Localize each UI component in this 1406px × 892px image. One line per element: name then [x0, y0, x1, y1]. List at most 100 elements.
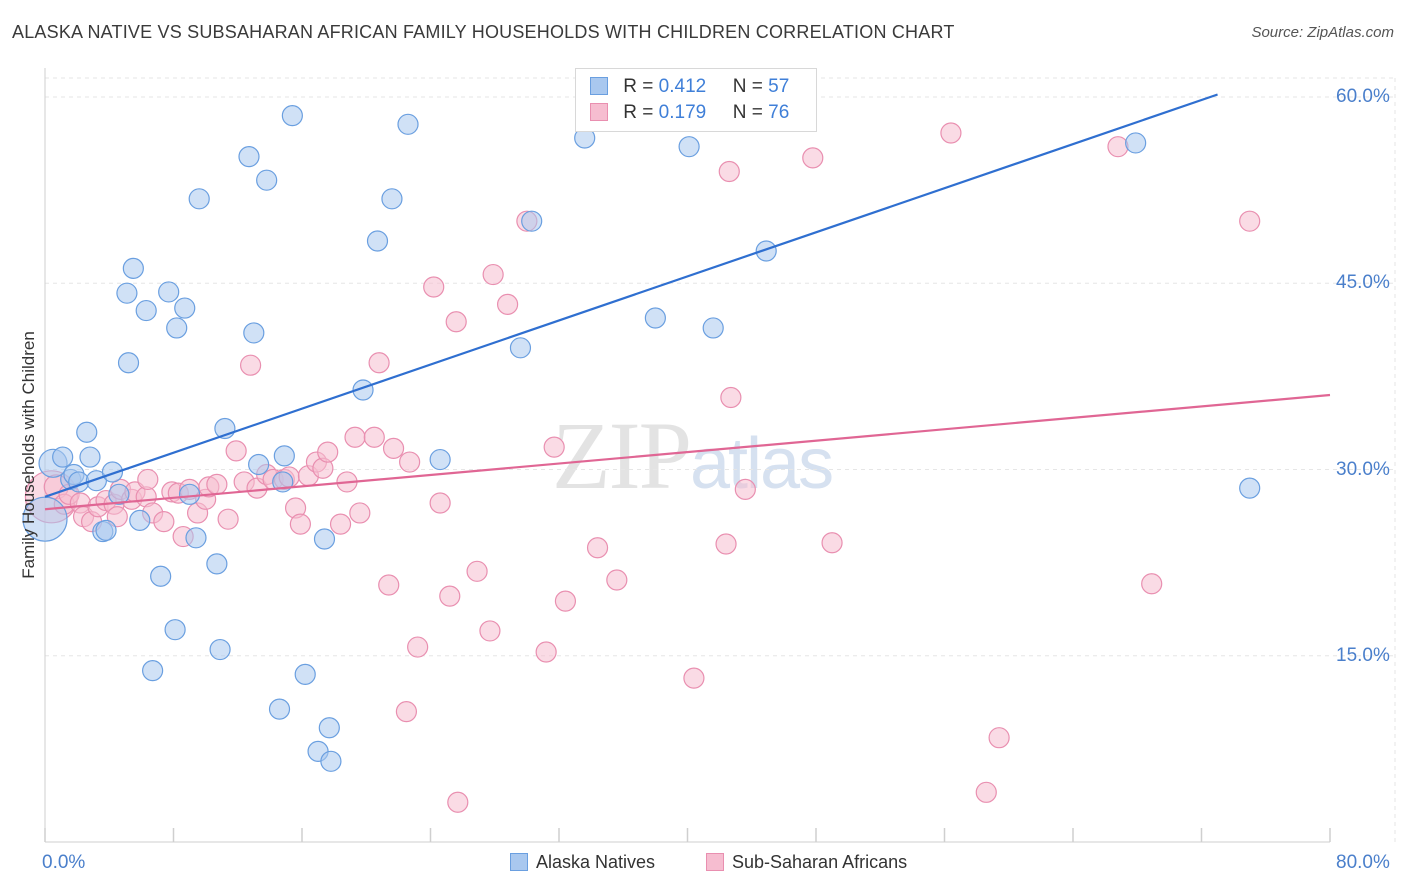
- sub-saharan-africans-point: [344, 426, 366, 448]
- alaska-natives-point: [429, 448, 451, 471]
- alaska-natives-point: [122, 257, 144, 279]
- legend-row-alaska-natives: R = 0.412 N = 57: [590, 76, 789, 98]
- alaska-natives-point: [108, 483, 130, 505]
- sub-saharan-africans-point: [606, 569, 628, 591]
- sub-saharan-africans-point: [137, 468, 159, 491]
- alaska-natives-swatch: [590, 77, 608, 95]
- sub-saharan-africans-point: [447, 791, 469, 813]
- sub-saharan-africans-point: [382, 437, 405, 459]
- alaska-natives-point: [294, 663, 316, 685]
- correlation-legend: R = 0.412 N = 57 R = 0.179 N = 76: [575, 68, 817, 132]
- alaska-natives-point: [142, 660, 164, 682]
- x-tick-label-max: 80.0%: [1336, 852, 1390, 873]
- sub-saharan-africans-point: [399, 451, 421, 473]
- sub-saharan-africans-point: [423, 276, 445, 298]
- y-tick-label: 60.0%: [1336, 86, 1390, 107]
- sub-saharan-africans-point: [802, 147, 824, 169]
- alaska-natives-point: [509, 337, 532, 359]
- alaska-natives-point: [755, 240, 777, 262]
- y-tick-label: 15.0%: [1336, 644, 1390, 666]
- sub-saharan-africans-point: [363, 426, 385, 448]
- sub-saharan-africans-point: [482, 263, 504, 286]
- alaska-natives-point: [117, 352, 140, 374]
- alaska-natives-point: [1239, 477, 1261, 499]
- alaska-natives-point: [313, 528, 336, 550]
- alaska-natives-point: [101, 461, 124, 483]
- alaska-natives-point: [644, 307, 666, 329]
- alaska-natives-point: [238, 146, 260, 168]
- alaska-natives-point: [79, 446, 101, 468]
- sub-saharan-africans-point: [153, 511, 175, 533]
- alaska-natives-point: [273, 445, 295, 467]
- sub-saharan-africans-point: [479, 620, 501, 642]
- alaska-natives-point: [256, 169, 278, 191]
- sub-saharan-africans-point: [317, 441, 339, 463]
- sub-saharan-africans-point: [466, 560, 488, 582]
- sub-saharan-africans-point: [429, 492, 451, 514]
- sub-saharan-africans-point: [940, 122, 962, 144]
- sub-saharan-africans-point: [497, 293, 519, 315]
- sub-saharan-africans-point: [439, 585, 461, 607]
- alaska-natives-point: [281, 105, 303, 127]
- sub-saharan-africans-point: [720, 386, 742, 409]
- r-value-sub-saharan-africans: 0.179: [658, 102, 707, 123]
- alaska-natives-point: [1125, 132, 1147, 154]
- sub-saharan-africans-legend-swatch: [706, 853, 724, 871]
- sub-saharan-africans-point: [586, 537, 609, 559]
- sub-saharan-africans-point: [106, 506, 128, 528]
- alaska-natives-trend-line: [44, 93, 1218, 498]
- grid-lines: [45, 77, 1396, 842]
- alaska-natives-point: [150, 565, 172, 587]
- zipatlas-watermark: ZIPatlas: [552, 402, 834, 509]
- chart-title: ALASKA NATIVE VS SUBSAHARAN AFRICAN FAMI…: [12, 22, 955, 42]
- alaska-natives-legend-swatch: [510, 853, 528, 871]
- alaska-natives-point: [174, 297, 196, 319]
- sub-saharan-africans-point: [734, 478, 756, 500]
- sub-saharan-africans-point: [368, 352, 390, 374]
- y-tick-label: 30.0%: [1336, 458, 1390, 480]
- alaska-natives-point: [129, 509, 151, 532]
- sub-saharan-africans-point: [289, 513, 311, 535]
- sub-saharan-africans-point: [378, 574, 400, 596]
- alaska-natives-point: [320, 750, 342, 772]
- bottom-legend-alaska-natives: Alaska Natives: [510, 852, 655, 873]
- sub-saharan-africans-point: [395, 701, 418, 723]
- sub-saharan-africans-point: [535, 641, 557, 663]
- sub-saharan-africans-point: [715, 533, 737, 555]
- trend-lines: [44, 93, 1331, 511]
- alaska-natives-point: [318, 717, 340, 739]
- alaska-natives-points: [22, 105, 1261, 772]
- sub-saharan-africans-points: [24, 122, 1261, 813]
- sub-saharan-africans-swatch: [590, 103, 608, 121]
- x-tick-label-min: 0.0%: [42, 852, 86, 873]
- alaska-natives-point: [52, 446, 74, 468]
- alaska-natives-point: [188, 188, 210, 210]
- sub-saharan-africans-point: [821, 532, 843, 554]
- alaska-natives-point: [381, 188, 403, 210]
- sub-saharan-africans-point: [554, 590, 577, 612]
- y-axis-title: Family Households with Children: [19, 331, 38, 579]
- sub-saharan-africans-point: [407, 636, 429, 658]
- alaska-natives-point: [116, 282, 138, 304]
- bottom-legend-sub-saharan-africans: Sub-Saharan Africans: [706, 852, 907, 873]
- sub-saharan-africans-point: [329, 513, 352, 535]
- sub-saharan-africans-point: [683, 667, 705, 689]
- alaska-natives-point: [243, 322, 265, 344]
- alaska-natives-point: [268, 698, 291, 720]
- sub-saharan-africans-point: [718, 160, 740, 183]
- sub-saharan-africans-point: [543, 436, 565, 458]
- source-label: Source: ZipAtlas.com: [1251, 24, 1394, 41]
- alaska-natives-point: [135, 299, 157, 322]
- sub-saharan-africans-point: [217, 508, 239, 530]
- sub-saharan-africans-point: [240, 354, 262, 376]
- alaska-natives-point: [166, 317, 188, 339]
- sub-saharan-africans-trend-line: [44, 393, 1331, 511]
- sub-saharan-africans-point: [349, 502, 371, 524]
- alaska-natives-point: [678, 136, 700, 158]
- sub-saharan-africans-point: [1107, 136, 1129, 158]
- legend-row-sub-saharan-africans: R = 0.179 N = 76: [590, 102, 789, 124]
- alaska-natives-point: [178, 483, 201, 505]
- alaska-natives-point: [248, 453, 270, 476]
- alaska-natives-point: [702, 317, 724, 339]
